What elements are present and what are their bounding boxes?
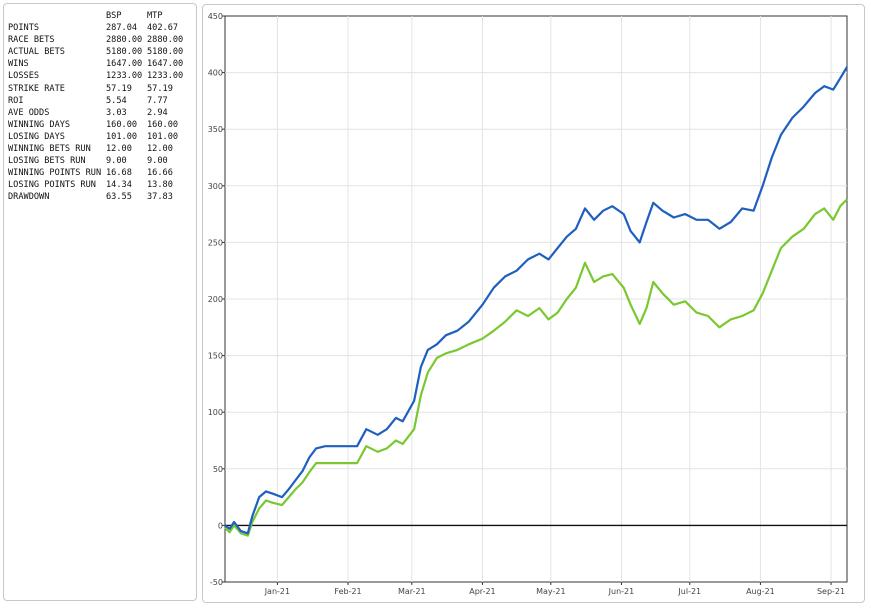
stats-header-bsp: BSP bbox=[106, 11, 122, 21]
stats-row-label: WINNING DAYS bbox=[8, 119, 71, 130]
stats-row-bsp: 101.00 bbox=[106, 131, 138, 142]
stats-row-bsp: 5.54 bbox=[106, 95, 127, 106]
stats-row: WINNING POINTS RUN 16.68 16.66 bbox=[8, 167, 192, 179]
stats-row-mtp: 57.19 bbox=[147, 83, 173, 94]
y-tick-label: 150 bbox=[208, 352, 223, 361]
y-tick-label: 250 bbox=[208, 238, 223, 247]
stats-row-bsp: 3.03 bbox=[106, 107, 127, 118]
stats-row-bsp: 9.00 bbox=[106, 156, 127, 167]
stats-row-bsp: 287.04 bbox=[106, 23, 138, 34]
y-tick-label: 450 bbox=[208, 12, 223, 21]
stats-row-mtp: 9.00 bbox=[147, 156, 168, 167]
stats-row-mtp: 1647.00 bbox=[147, 59, 184, 70]
y-tick-label: 50 bbox=[213, 465, 223, 474]
stats-row-label: WINNING POINTS RUN bbox=[8, 168, 102, 179]
y-tick-label: 200 bbox=[208, 295, 223, 304]
stats-row-label: LOSSES bbox=[8, 71, 40, 82]
stats-row-bsp: 63.55 bbox=[106, 192, 132, 203]
stats-row-mtp: 16.66 bbox=[147, 168, 173, 179]
stats-header-row: BSP MTP bbox=[8, 10, 192, 22]
stats-row-label: DRAWDOWN bbox=[8, 192, 50, 203]
x-tick-label: Apr-21 bbox=[469, 587, 495, 596]
stats-row-label: RACE BETS bbox=[8, 35, 55, 46]
stats-header-label bbox=[8, 10, 106, 22]
x-tick-label: Jul-21 bbox=[677, 587, 701, 596]
stats-row-mtp: 1233.00 bbox=[147, 71, 184, 82]
y-tick-label: 100 bbox=[208, 408, 223, 417]
stats-row: AVE ODDS 3.03 2.94 bbox=[8, 107, 192, 119]
stats-row: LOSING POINTS RUN 14.34 13.80 bbox=[8, 179, 192, 191]
stats-row-label: LOSING POINTS RUN bbox=[8, 180, 96, 191]
stats-row-mtp: 2.94 bbox=[147, 107, 168, 118]
stats-row-label: AVE ODDS bbox=[8, 107, 50, 118]
x-tick-label: May-21 bbox=[536, 587, 565, 596]
stats-row: LOSSES 1233.00 1233.00 bbox=[8, 70, 192, 82]
stats-row-mtp: 37.83 bbox=[147, 192, 173, 203]
series-line-1 bbox=[224, 198, 848, 537]
stats-row-mtp: 101.00 bbox=[147, 131, 179, 142]
stats-row: DRAWDOWN 63.55 37.83 bbox=[8, 191, 192, 203]
stats-row-bsp: 16.68 bbox=[106, 168, 132, 179]
stats-row-mtp: 5180.00 bbox=[147, 47, 184, 58]
stats-row-label: ROI bbox=[8, 95, 24, 106]
stats-row-label: POINTS bbox=[8, 23, 40, 34]
chart-panel: -50 0 50 100 150 200 250 300 350 400 450 Jan-21 Feb-… bbox=[202, 4, 865, 603]
stats-row-label: ACTUAL BETS bbox=[8, 47, 65, 58]
stats-row-mtp: 7.77 bbox=[147, 95, 168, 106]
stats-table: BSP MTP POINTS 287.04 402.67 RACE BETS 2880.… bbox=[8, 10, 192, 204]
stats-header-mtp: MTP bbox=[147, 11, 163, 21]
line-chart: -50 0 50 100 150 200 250 300 350 400 450 Jan-21 Feb-… bbox=[208, 12, 848, 596]
x-tick-label: Jan-21 bbox=[264, 587, 290, 596]
stats-row: WINS 1647.00 1647.00 bbox=[8, 58, 192, 70]
stats-row-bsp: 12.00 bbox=[106, 144, 132, 155]
stats-row: ROI 5.54 7.77 bbox=[8, 95, 192, 107]
y-tick-label: 350 bbox=[208, 125, 223, 134]
stats-row: RACE BETS 2880.00 2880.00 bbox=[8, 34, 192, 46]
x-tick-label: Aug-21 bbox=[746, 587, 775, 596]
stats-row-bsp: 5180.00 bbox=[106, 47, 143, 58]
stats-row-mtp: 160.00 bbox=[147, 119, 179, 130]
y-tick-label: 400 bbox=[208, 69, 223, 78]
stats-row-bsp: 14.34 bbox=[106, 180, 132, 191]
y-tick-label: 300 bbox=[208, 182, 223, 191]
x-tick-label: Jun-21 bbox=[608, 587, 635, 596]
stats-row-bsp: 2880.00 bbox=[106, 35, 143, 46]
stats-row-mtp: 12.00 bbox=[147, 144, 173, 155]
stats-row-label: WINS bbox=[8, 59, 29, 70]
stats-row: STRIKE RATE 57.19 57.19 bbox=[8, 83, 192, 95]
stats-row-bsp: 1233.00 bbox=[106, 71, 143, 82]
x-tick-label: Mar-21 bbox=[398, 587, 426, 596]
stats-row: WINNING DAYS 160.00 160.00 bbox=[8, 119, 192, 131]
stats-row: LOSING BETS RUN 9.00 9.00 bbox=[8, 155, 192, 167]
stats-row: WINNING BETS RUN 12.00 12.00 bbox=[8, 143, 192, 155]
stats-row-bsp: 160.00 bbox=[106, 119, 138, 130]
stats-row: ACTUAL BETS 5180.00 5180.00 bbox=[8, 46, 192, 58]
stats-row-label: STRIKE RATE bbox=[8, 83, 65, 94]
x-tick-label: Feb-21 bbox=[334, 587, 361, 596]
stats-row-bsp: 1647.00 bbox=[106, 59, 143, 70]
stats-row-mtp: 402.67 bbox=[147, 23, 179, 34]
stats-row-label: WINNING BETS RUN bbox=[8, 144, 91, 155]
stats-row-label: LOSING BETS RUN bbox=[8, 156, 86, 167]
stats-row-mtp: 13.80 bbox=[147, 180, 173, 191]
stats-row-mtp: 2880.00 bbox=[147, 35, 184, 46]
stats-row: POINTS 287.04 402.67 bbox=[8, 22, 192, 34]
stats-panel: BSP MTP POINTS 287.04 402.67 RACE BETS 2880.… bbox=[3, 3, 197, 601]
stats-row-bsp: 57.19 bbox=[106, 83, 132, 94]
x-tick-label: Sep-21 bbox=[817, 587, 845, 596]
series-line-0 bbox=[224, 66, 848, 535]
y-tick-label: -50 bbox=[210, 578, 223, 587]
stats-row-label: LOSING DAYS bbox=[8, 131, 65, 142]
y-tick-label: 0 bbox=[218, 521, 223, 530]
stats-row: LOSING DAYS 101.00 101.00 bbox=[8, 131, 192, 143]
